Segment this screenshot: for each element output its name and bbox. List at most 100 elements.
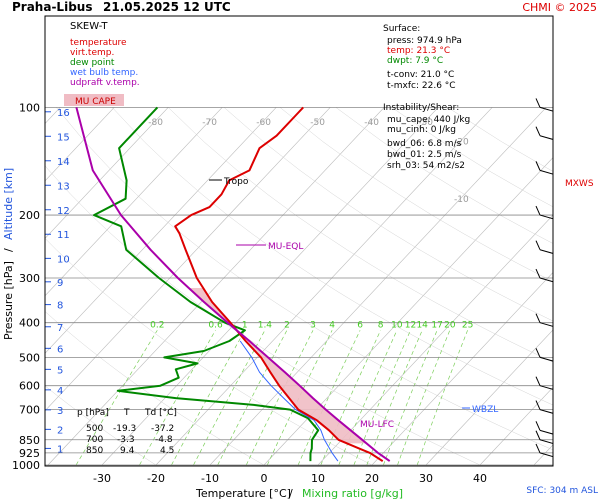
legend-wet-bulb: wet bulb temp.: [70, 68, 138, 78]
temperature-tick-label: -20: [147, 472, 165, 485]
wind-barb-flag: [535, 430, 541, 440]
pressure-tick-label: 925: [19, 447, 40, 460]
isotherm-label: -10: [454, 195, 469, 205]
mixing-ratio-line: [171, 330, 246, 466]
isotherm-label: -80: [148, 118, 163, 128]
annotations: Tropo MU-EQL MU-LFC MXWS WBZL SFC: 304 m…: [209, 177, 598, 496]
altitude-tick-label: 10: [57, 254, 70, 265]
series-line-wet-bulb-temp: [239, 340, 339, 462]
levels-table-cell: -19.3: [113, 424, 136, 434]
mixing-ratio-label: 12: [405, 320, 416, 330]
wind-barb-staff: [539, 106, 553, 112]
mixing-ratio-line: [217, 330, 288, 466]
surface-tconv: t-conv: 21.0 °C: [387, 70, 454, 80]
dry-adiabat-line: [279, 107, 553, 282]
temperature-tick-label: 0: [261, 472, 268, 485]
mxws-label: MXWS: [565, 179, 594, 189]
shear-bwd-06: bwd_06: 6.8 m/s: [387, 139, 462, 149]
series-line-dew-point: [93, 106, 320, 462]
pressure-tick-label: 600: [19, 380, 40, 393]
shear-bwd-01: bwd_01: 2.5 m/s: [387, 150, 462, 160]
y-axis-title-altitude: Altitude [km]: [2, 168, 15, 240]
surface-press: press: 974.9 hPa: [387, 36, 462, 46]
altitude-tick-label: 6: [57, 344, 63, 355]
mixing-ratio-label: 6: [357, 320, 363, 330]
mu-cape-swatch: [64, 94, 124, 106]
pressure-tick-label: 100: [19, 101, 40, 114]
levels-table-cell: 9.4: [120, 446, 135, 456]
pressure-tick-label: 200: [19, 209, 40, 222]
isotherm-line: [45, 107, 115, 182]
tropo-label: Tropo: [223, 177, 249, 187]
altitude-tick-label: 11: [57, 230, 70, 241]
surface-title: Surface:: [383, 24, 420, 34]
mixing-ratio-line: [383, 330, 438, 466]
isotherm-label: -70: [202, 118, 217, 128]
temperature-tick-label: 20: [365, 472, 379, 485]
wind-barb-flag: [535, 400, 541, 410]
wind-barb-staff: [539, 452, 553, 458]
altitude-tick-label: 8: [57, 301, 63, 312]
mixing-ratio-label: 1: [242, 320, 248, 330]
isotherm-line: [371, 272, 553, 466]
mu-eql-label: MU-EQL: [268, 242, 303, 252]
isotherm-line: [155, 107, 493, 466]
dry-adiabat-line: [112, 107, 553, 406]
instability-mu-cape: mu_cape: 440 J/kg: [387, 115, 470, 125]
levels-table-cell: 4.5: [160, 446, 174, 456]
temperature-tick-label: -30: [93, 472, 111, 485]
skewt-grid: [45, 107, 553, 466]
x-axis-title-mixing: Mixing ratio [g/kg]: [302, 487, 403, 500]
isotherm-label: -60: [256, 118, 271, 128]
dry-adiabat-line: [223, 107, 553, 322]
wind-barb-flag: [535, 205, 541, 216]
wind-barb-staff: [539, 135, 553, 140]
legend-dew-point: dew point: [70, 58, 115, 68]
surface-temp: temp: 21.3 °C: [387, 46, 450, 56]
wind-barb-staff: [539, 429, 553, 435]
y-axis-title: Pressure [hPa] / Altitude [km]: [2, 168, 15, 340]
wind-barb-staff: [539, 356, 553, 362]
wind-barb-staff: [539, 249, 553, 254]
datetime-title: 21.05.2025 12 UTC: [103, 0, 231, 14]
isotherm-line: [209, 107, 547, 466]
altitude-tick-label: 4: [57, 386, 63, 397]
dry-adiabat-line: [168, 107, 553, 363]
isotherm-label: -30: [418, 118, 433, 128]
pressure-tick-label: 850: [19, 434, 40, 447]
isotherm-label: -40: [364, 118, 379, 128]
mu-cape-label: MU CAPE: [75, 97, 116, 107]
mu-lfc-label: MU-LFC: [360, 420, 394, 430]
shear-srh-03: srh_03: 54 m2/s2: [387, 161, 465, 171]
legend-skewt: SKEW-T: [70, 21, 108, 32]
pressure-tick-label: 700: [19, 404, 40, 417]
surface-dwpt: dwpt: 7.9 °C: [387, 56, 443, 66]
plot-frame: [44, 15, 554, 467]
levels-table-header-p: p [hPa]: [77, 408, 109, 418]
x-axis-title-temperature: Temperature [°C]: [195, 487, 291, 500]
skewt-profiles: [75, 98, 553, 462]
altitude-tick-label: 9: [57, 278, 63, 289]
wind-barb-flag: [535, 268, 541, 279]
pressure-tick-label: 300: [19, 272, 40, 285]
x-axis-title-separator: /: [289, 487, 293, 500]
isotherm-line: [45, 107, 223, 297]
legend-virt-temp: virt.temp.: [70, 48, 114, 58]
surface-info: Surface: press: 974.9 hPa temp: 21.3 °C …: [383, 24, 470, 171]
levels-table-header-t: T: [123, 408, 130, 418]
mixing-ratio-label: 2: [284, 320, 290, 330]
surface-tmxfc: t-mxfc: 22.6 °C: [387, 81, 456, 91]
altitude-tick-label: 1: [57, 444, 63, 455]
mixing-ratio-label: 4: [329, 320, 335, 330]
legend-updraft: udpraft v.temp.: [70, 78, 140, 88]
temperature-tick-label: -10: [201, 472, 219, 485]
altitude-tick-label: 15: [57, 132, 70, 143]
wind-barb-staff: [539, 277, 553, 283]
mixing-ratio-label: 17: [431, 320, 442, 330]
isotherm-line: [425, 329, 553, 466]
mixing-ratio-label: 0.2: [150, 320, 164, 330]
levels-table-cell: -4.8: [155, 435, 173, 445]
wind-barb-flag: [535, 443, 541, 454]
